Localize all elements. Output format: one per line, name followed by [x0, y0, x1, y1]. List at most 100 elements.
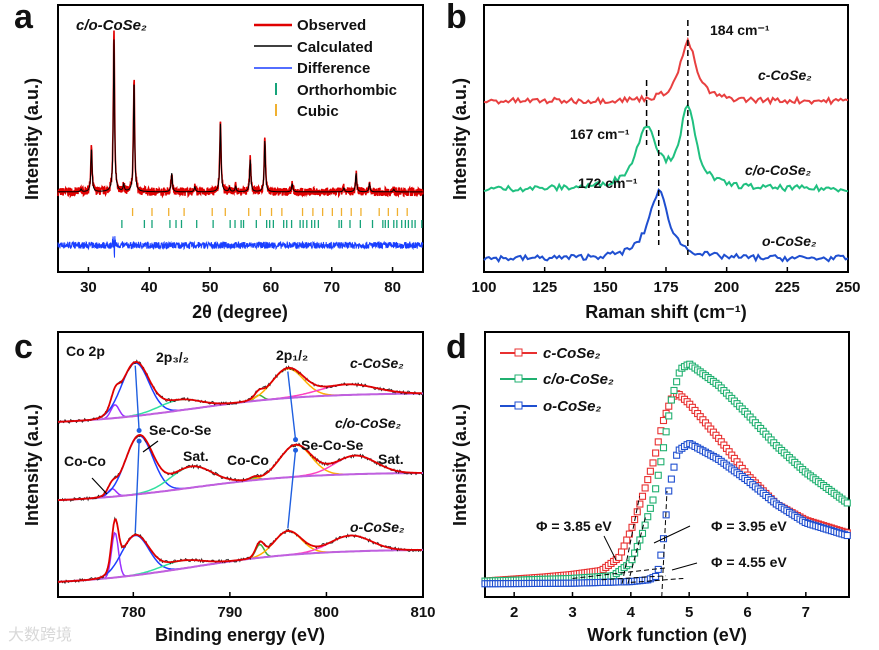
sample-label-a: c/o-CoSe₂	[76, 17, 147, 34]
legend-label-cubic: Cubic	[297, 103, 339, 120]
legend-marker-c-cose2	[514, 348, 523, 357]
x-tick-label-b: 225	[775, 279, 800, 296]
x-tick-label-d: 5	[685, 604, 693, 621]
data-point	[843, 531, 851, 540]
series-c/o-CoSe₂	[481, 360, 851, 585]
data-point	[646, 467, 654, 475]
shift-arrow	[134, 365, 140, 431]
label-se-co-se-1: Se-Co-Se	[149, 422, 211, 438]
annotation-172: 172 cm⁻¹	[578, 175, 638, 191]
y-axis-title-b: Intensity (a.u.)	[450, 78, 470, 200]
series-label-co-cose2: c/o-CoSe₂	[745, 162, 811, 178]
x-tick-label-c: 790	[217, 604, 242, 621]
panel-a-xrd: 30 40 50 60 70 80 c/o-CoSe₂ Observed Calculat…	[22, 4, 424, 322]
panel-b-raman: 100 125 150 175 200 225 250 184 cm⁻¹ 167 cm⁻¹ …	[450, 4, 861, 322]
annotation-184: 184 cm⁻¹	[710, 22, 770, 38]
x-axis-title-d: Work function (eV)	[587, 625, 747, 645]
legend-d: c-CoSe₂ c/o-CoSe₂ o-CoSe₂	[500, 345, 614, 415]
x-tick-label-c: 810	[410, 604, 435, 621]
x-tick-label-d: 2	[510, 604, 518, 621]
data-point	[665, 412, 673, 420]
x-tick-label-c: 800	[314, 604, 339, 621]
raman-curve-c/o-CoSe₂	[483, 103, 849, 193]
data-point	[843, 499, 851, 507]
legend-a: Observed Calculated Difference Orthorhom…	[254, 17, 397, 120]
panel-c-title: Co 2p	[66, 343, 105, 359]
x-tick-label-d: 6	[743, 604, 751, 621]
shift-arrow-head	[293, 447, 299, 453]
label-co-co-1: Co-Co	[64, 453, 106, 469]
data-point	[636, 500, 644, 508]
shift-arrow-head	[136, 428, 142, 434]
series-o-CoSe₂	[481, 440, 851, 588]
tangent-line	[630, 577, 684, 583]
x-axis-title-c: Binding energy (eV)	[155, 625, 325, 645]
data-point	[673, 378, 681, 386]
x-tick-label-a: 40	[141, 279, 158, 296]
data-point	[628, 523, 636, 531]
legend-label-orthorhombic: Orthorhombic	[297, 82, 397, 99]
shift-arrow	[134, 441, 140, 533]
y-axis-title-d: Intensity (a.u.)	[450, 404, 470, 526]
x-tick-label-a: 60	[263, 279, 280, 296]
panel-label-c: c	[14, 328, 33, 366]
data-point	[659, 444, 668, 452]
panel-d-work-function: 2 3 4 5 6 7 c-CoSe₂ c/o-CoSe₂ o-CoSe₂ Φ = 3.8…	[450, 331, 851, 645]
shift-arrow	[287, 371, 297, 440]
data-point	[652, 485, 660, 493]
plot-frame-c	[57, 331, 424, 598]
legend-label-co-cose2: c/o-CoSe₂	[543, 371, 614, 388]
plot-area-b: 100 125 150 175 200 225 250	[471, 20, 861, 296]
x-tick-label-b: 100	[471, 279, 496, 296]
data-point	[654, 471, 662, 479]
watermark: 大数跨境	[8, 625, 72, 644]
series-label-co-cose2-c: c/o-CoSe₂	[335, 415, 401, 431]
xps-component	[58, 465, 423, 501]
data-point	[641, 521, 649, 529]
raman-curve-o-CoSe₂	[483, 187, 849, 264]
data-point	[657, 458, 665, 466]
x-tick-label-b: 150	[593, 279, 618, 296]
data-point	[670, 386, 678, 395]
shift-arrow-head	[293, 437, 299, 443]
work-function-label-co: Φ = 3.95 eV	[711, 518, 787, 534]
panel-label-d: d	[446, 328, 467, 366]
work-function-label-c: Φ = 3.85 eV	[536, 518, 612, 534]
data-point	[617, 548, 626, 556]
data-point	[665, 487, 673, 495]
shift-arrow	[287, 450, 297, 529]
data-point	[636, 536, 644, 544]
x-axis-title-b: Raman shift (cm⁻¹)	[585, 302, 747, 322]
y-axis-title-c: Intensity (a.u.)	[22, 404, 42, 526]
legend-label-calculated: Calculated	[297, 39, 373, 56]
data-point	[638, 529, 647, 537]
panel-label-a: a	[14, 0, 34, 36]
data-point	[646, 504, 654, 512]
x-tick-label-b: 250	[835, 279, 860, 296]
raman-curve-c-CoSe₂	[483, 36, 849, 106]
data-point	[644, 513, 652, 521]
xps-background	[57, 548, 424, 583]
x-tick-label-a: 30	[80, 279, 97, 296]
x-tick-label-b: 125	[532, 279, 557, 296]
x-axis-title-a: 2θ (degree)	[192, 302, 288, 322]
data-point	[649, 496, 657, 504]
legend-marker-co-cose2	[514, 374, 523, 383]
xps-envelope	[57, 360, 422, 423]
series-c-CoSe₂	[481, 390, 851, 585]
x-tick-label-a: 50	[202, 279, 219, 296]
x-tick-label-b: 200	[714, 279, 739, 296]
plot-area-a: 30 40 50 60 70 80	[57, 30, 424, 296]
x-tick-label-d: 3	[568, 604, 576, 621]
xps-background	[57, 472, 423, 502]
data-point	[620, 542, 628, 550]
legend-label-c-cose2: c-CoSe₂	[543, 345, 601, 362]
data-point	[623, 536, 631, 544]
tangent-line	[621, 496, 641, 584]
label-sat-1: Sat.	[183, 448, 209, 464]
data-point	[662, 428, 670, 436]
label-sat-2: Sat.	[378, 451, 404, 467]
arrow-phi-o	[671, 562, 698, 571]
legend-label-observed: Observed	[297, 17, 366, 34]
